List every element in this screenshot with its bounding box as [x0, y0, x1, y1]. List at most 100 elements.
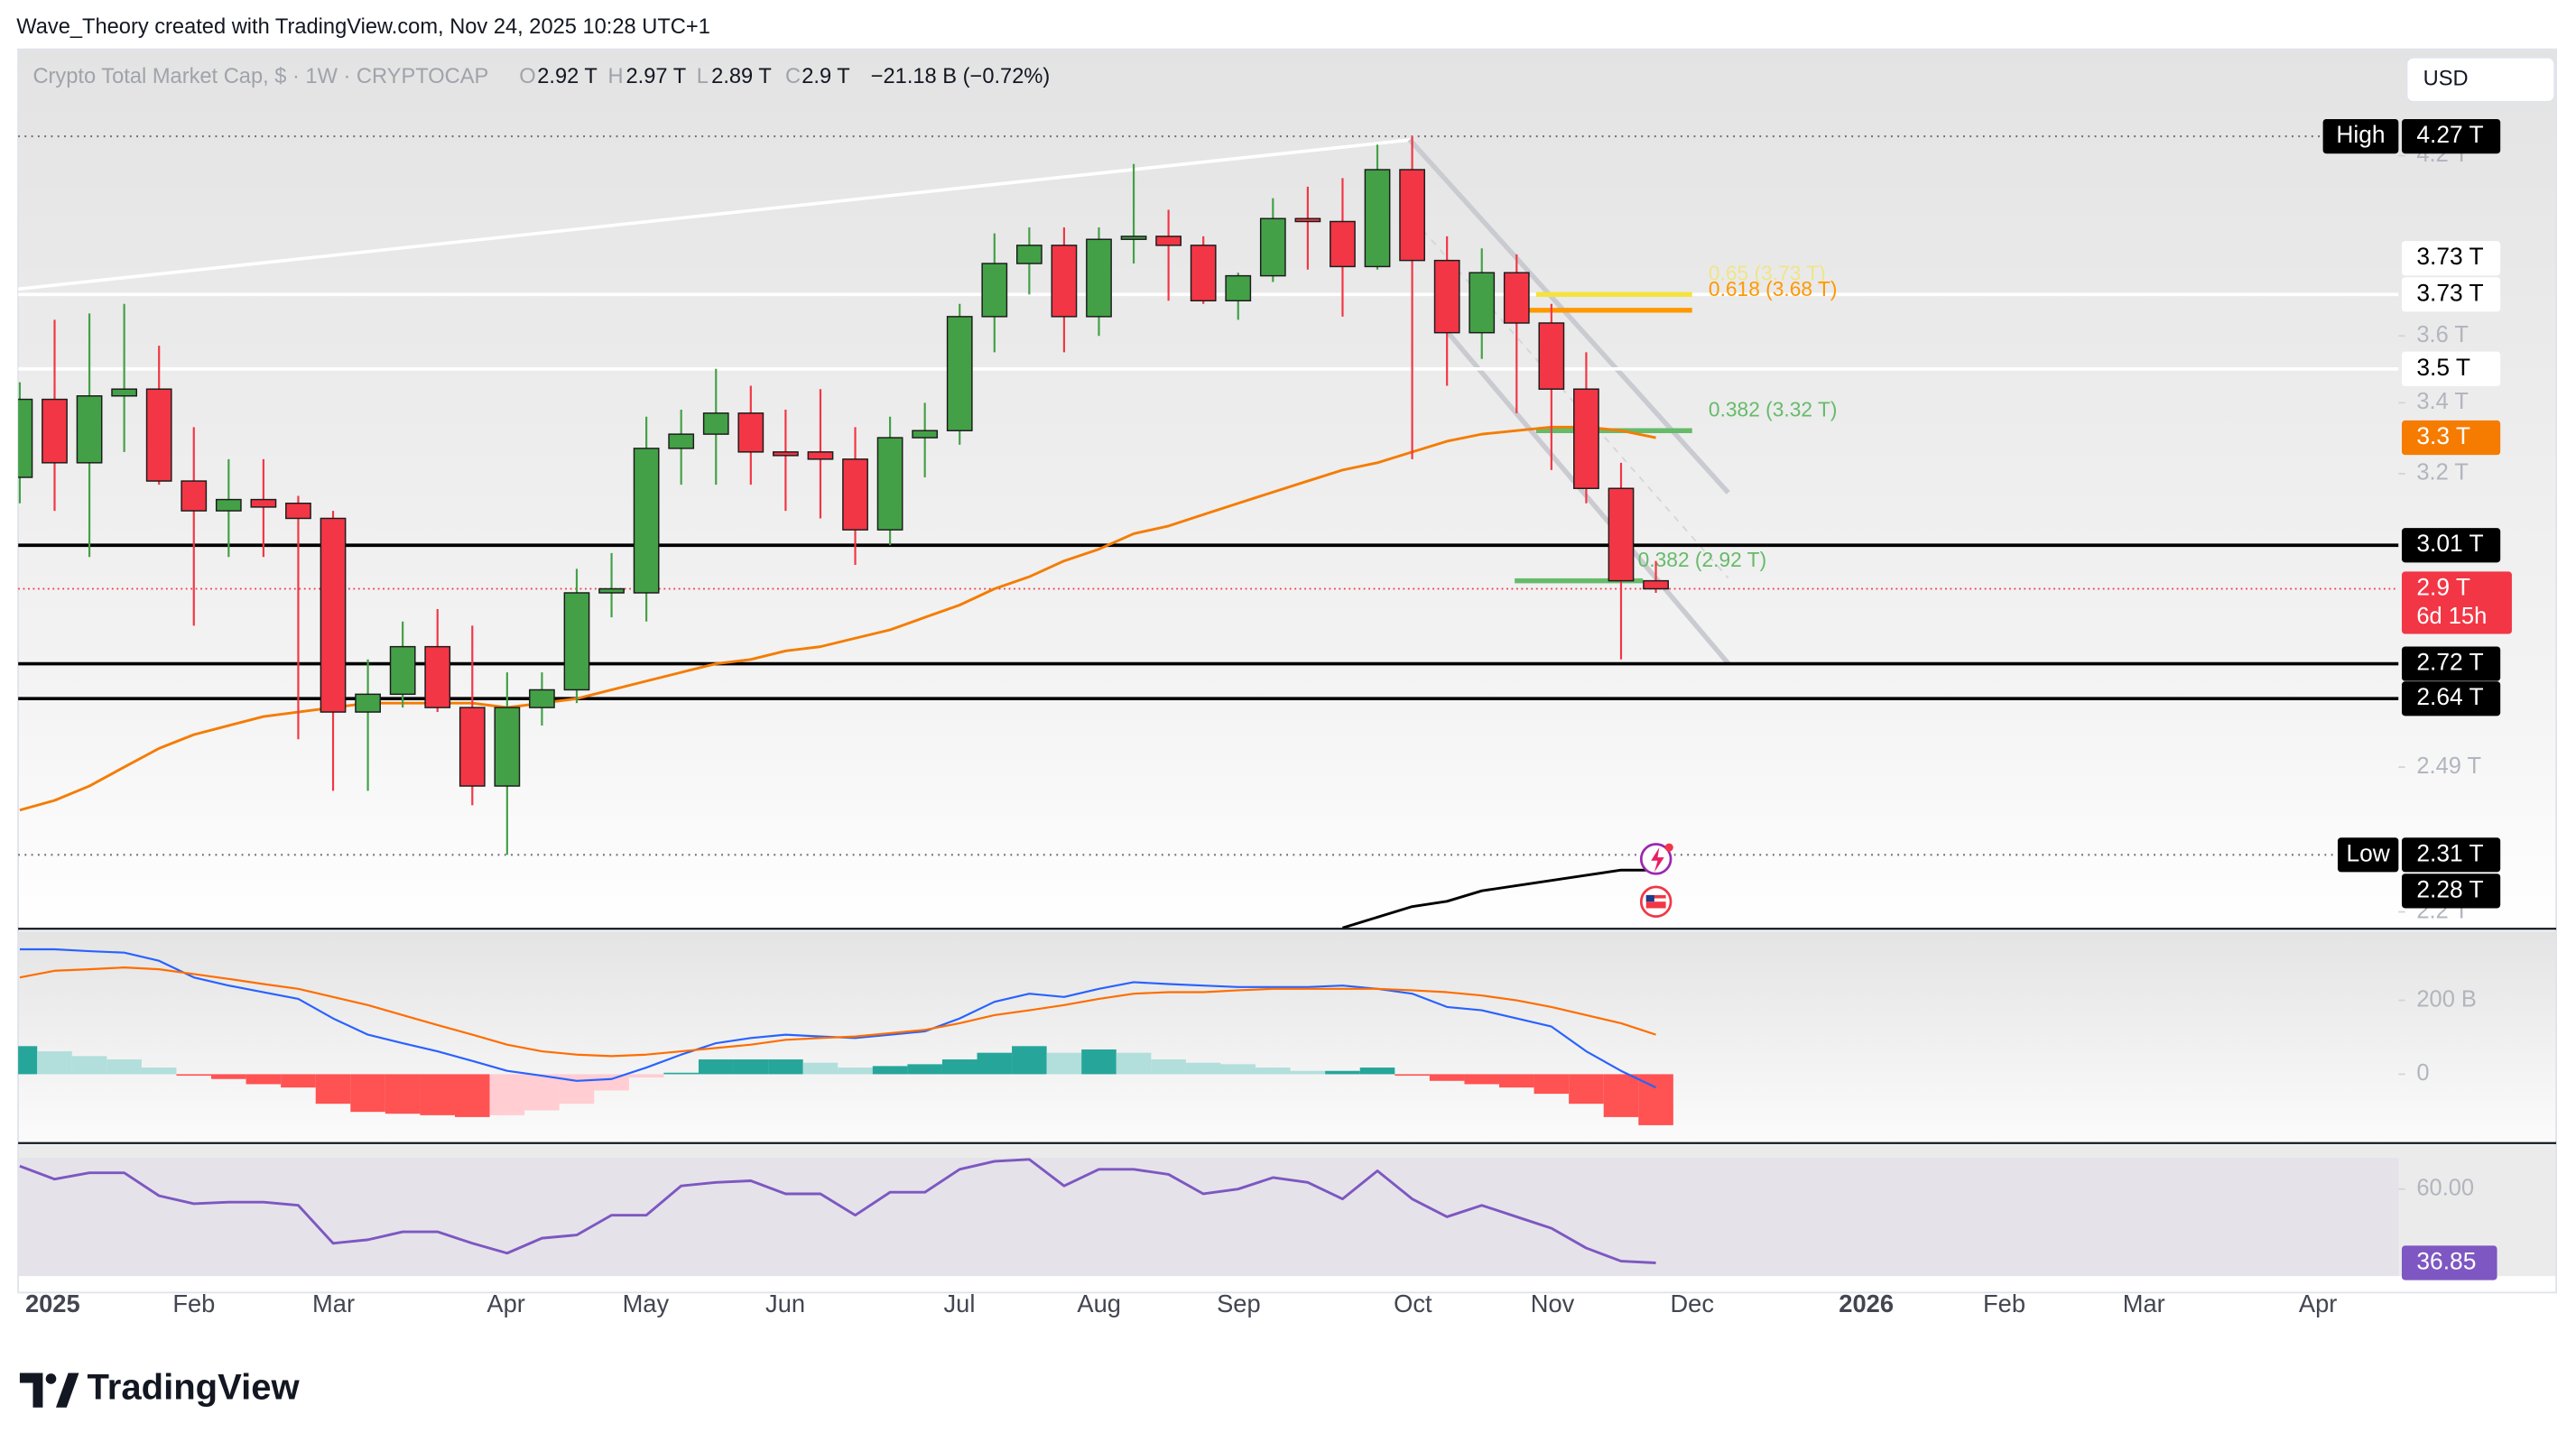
candle-body [563, 592, 590, 691]
x-tick-label: Jun [765, 1289, 805, 1317]
channel-mid [1422, 229, 1729, 579]
histogram-bar [872, 1066, 908, 1075]
brand-logo [19, 1373, 79, 1408]
event-icons [1639, 843, 1673, 918]
price-label: 3.01 T [2416, 530, 2483, 557]
histogram-bar [315, 1074, 351, 1105]
legend-change: −21.18 B (−0.72%) [871, 65, 1051, 88]
histogram-bar [37, 1051, 72, 1075]
candle-body [1120, 236, 1147, 240]
fib-label: 0.382 (2.92 T) [1638, 548, 1767, 571]
histogram-bar [1220, 1064, 1256, 1075]
candle-body [355, 693, 381, 713]
price-tag: Low [2346, 839, 2390, 866]
chart-frame [17, 48, 2557, 1294]
candle-body [1503, 272, 1530, 324]
histogram-bar [1012, 1046, 1047, 1075]
price-tag: High [2336, 121, 2385, 148]
price-label-box [2401, 571, 2512, 634]
candle-body [1225, 274, 1252, 302]
histogram-bar [1290, 1070, 1326, 1075]
histogram-bar [350, 1074, 385, 1113]
candle-body [1155, 236, 1182, 246]
histogram-bar [1464, 1074, 1500, 1085]
y-tick-label: 3.4 T [2416, 389, 2469, 414]
x-tick-label: Sep [1217, 1289, 1261, 1317]
brand-name: TradingView [88, 1367, 301, 1407]
candle-body [1015, 245, 1042, 264]
x-tick-label: Jul [944, 1289, 976, 1317]
histogram-bar [246, 1074, 282, 1085]
price-label: 2.31 T [2416, 839, 2483, 866]
candle-body [111, 388, 138, 397]
price-label: 2.28 T [2416, 875, 2483, 902]
candle-body [145, 388, 172, 482]
y-tick-label: 3.6 T [2416, 322, 2469, 347]
histogram-bar [1256, 1068, 1291, 1075]
price-label-box [2401, 277, 2501, 312]
candle-body [1608, 487, 1635, 582]
legend-key: C [785, 65, 801, 88]
histogram-bar [176, 1074, 212, 1077]
price-label-box [2401, 118, 2501, 154]
x-tick-label: Feb [1983, 1289, 2025, 1317]
price-label: 2.64 T [2416, 683, 2483, 710]
y-tick-label: 2.49 T [2416, 753, 2481, 779]
candle-body [912, 430, 939, 439]
price-label: 3.3 T [2416, 422, 2470, 449]
logo-mark [19, 1373, 43, 1408]
price-label: 2.9 T [2416, 573, 2470, 600]
candle-body [1330, 220, 1356, 268]
price-label-box [2401, 351, 2501, 386]
histogram-bar [628, 1074, 664, 1078]
rsi-line [19, 1158, 1656, 1264]
x-tick-label: Feb [172, 1289, 215, 1317]
price-tag-box [2322, 118, 2399, 154]
candle-body [1259, 217, 1286, 277]
histogram-bar [802, 1062, 839, 1075]
histogram-bar [768, 1059, 803, 1075]
price-label: 3.5 T [2416, 354, 2470, 381]
event-icon-glyph [1651, 847, 1664, 873]
histogram-bar [281, 1074, 316, 1088]
currency-button[interactable] [2405, 56, 2556, 103]
histogram-bar [907, 1064, 942, 1075]
price-label-box [2401, 528, 2501, 563]
histogram-bar [420, 1074, 456, 1115]
candle-body [1086, 238, 1112, 318]
candle-body [76, 395, 103, 464]
candle-body [1190, 245, 1217, 302]
legend-key: H [608, 65, 624, 88]
histogram-bar [1429, 1074, 1465, 1081]
y-tick-label: 200 B [2416, 986, 2477, 1012]
candle-body [1573, 388, 1599, 489]
x-tick-label: 2026 [1839, 1289, 1894, 1317]
histogram-bar [71, 1056, 107, 1075]
legend-title: Crypto Total Market Cap, $ · 1W · CRYPTO… [32, 65, 488, 88]
x-tick-label: Mar [2123, 1289, 2165, 1317]
candle-body [494, 707, 521, 787]
y-tick-label: 0 [2416, 1060, 2429, 1086]
candle-body [1051, 245, 1078, 318]
signal-line [19, 966, 1656, 1058]
candle-body [424, 645, 451, 708]
x-tick-label: 2025 [25, 1289, 80, 1317]
histogram-bar [489, 1074, 525, 1115]
price-label-box [2401, 241, 2501, 276]
price-label: 2.72 T [2416, 649, 2483, 676]
currency-label[interactable]: USD [2423, 68, 2469, 91]
histogram-bar [211, 1074, 246, 1079]
histogram-bar [1603, 1074, 1639, 1117]
candle-body [250, 498, 277, 508]
histogram-bar [1046, 1052, 1082, 1075]
price-label: 3.73 T [2416, 243, 2483, 270]
histogram-bar [1151, 1059, 1186, 1075]
candle-body [215, 498, 242, 512]
x-tick-label: Aug [1077, 1289, 1121, 1317]
price-label: 4.27 T [2416, 121, 2483, 148]
candle-body [1294, 217, 1321, 223]
price-label-box [2401, 837, 2501, 873]
histogram-bar [977, 1052, 1013, 1075]
candle-body [807, 451, 834, 460]
